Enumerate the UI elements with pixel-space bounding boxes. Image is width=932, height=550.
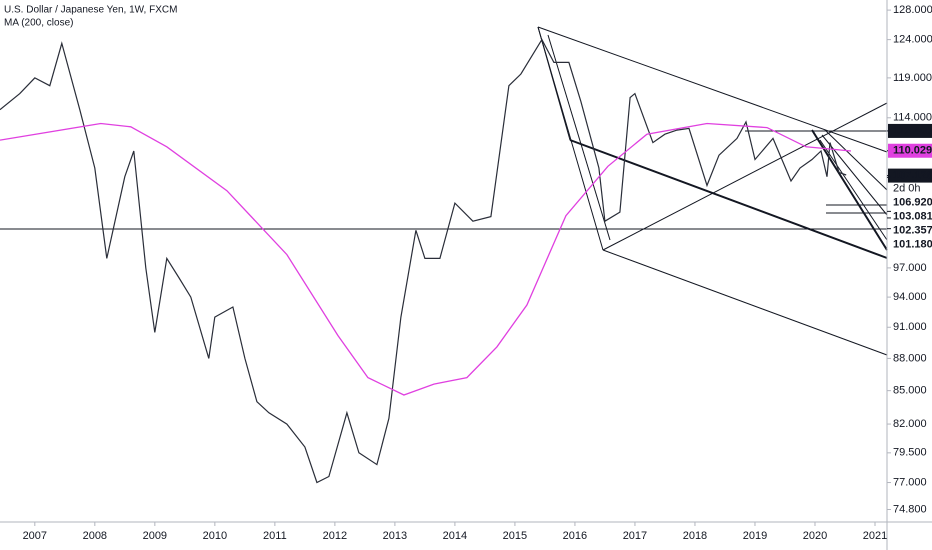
x-tick-label: 2021 (863, 530, 887, 542)
x-tick-label: 2016 (563, 530, 587, 542)
price-label: 107.126 (893, 170, 932, 182)
x-tick-label: 2018 (683, 530, 707, 542)
x-tick-label: 2015 (503, 530, 527, 542)
channel-line (569, 139, 888, 259)
trend-line (602, 102, 888, 251)
price-label: 112.400 (893, 125, 932, 137)
legend-entry: MA (200, close) (4, 18, 73, 29)
x-tick-label: 2019 (743, 530, 767, 542)
price-label: 110.029 (893, 145, 932, 157)
x-tick-label: 2014 (443, 530, 467, 542)
ma-line (0, 122, 852, 396)
price-label-box (888, 143, 932, 158)
fan-line (824, 129, 888, 191)
x-tick-label: 2017 (623, 530, 647, 542)
y-tick-label: 97.000 (893, 262, 927, 274)
y-tick-label: 77.000 (893, 476, 927, 488)
channel-line (811, 129, 888, 251)
y-tick-label: 74.800 (893, 503, 927, 515)
trend-line (537, 26, 888, 153)
fan-line (821, 134, 888, 216)
trend-line (547, 34, 611, 241)
y-tick-label: 82.000 (893, 418, 927, 430)
y-tick-label: 128.000 (893, 4, 932, 16)
trend-line (602, 249, 888, 356)
price-label: 106.920 (893, 197, 932, 209)
price-label: 101.180 (893, 239, 932, 251)
y-tick-label: 88.000 (893, 352, 927, 364)
price-line (0, 38, 847, 484)
fan-line (819, 139, 888, 241)
x-tick-label: 2020 (803, 530, 827, 542)
y-tick-label: 79.500 (893, 447, 927, 459)
x-tick-label: 2011 (263, 530, 287, 542)
x-tick-label: 2008 (83, 530, 107, 542)
y-tick-label: 114.000 (893, 112, 932, 124)
price-label: 102.357 (893, 225, 932, 237)
x-tick-label: 2010 (203, 530, 227, 542)
y-tick-label: 124.000 (893, 34, 932, 46)
x-tick-label: 2009 (143, 530, 167, 542)
price-label-box (888, 123, 932, 138)
price-label-box (888, 168, 932, 183)
price-label: 103.081 (893, 211, 932, 223)
x-tick-label: 2007 (23, 530, 47, 542)
x-tick-label: 2012 (323, 530, 347, 542)
drawings (0, 26, 888, 356)
y-tick-label: 91.000 (893, 321, 927, 333)
trend-line (537, 26, 571, 141)
legend-entry: U.S. Dollar / Japanese Yen, 1W, FXCM (4, 5, 177, 16)
y-tick-label: 85.000 (893, 385, 927, 397)
y-tick-label: 94.000 (893, 291, 927, 303)
countdown: 2d 0h (893, 183, 921, 195)
x-tick-label: 2013 (383, 530, 407, 542)
y-tick-label: 119.000 (893, 72, 932, 84)
